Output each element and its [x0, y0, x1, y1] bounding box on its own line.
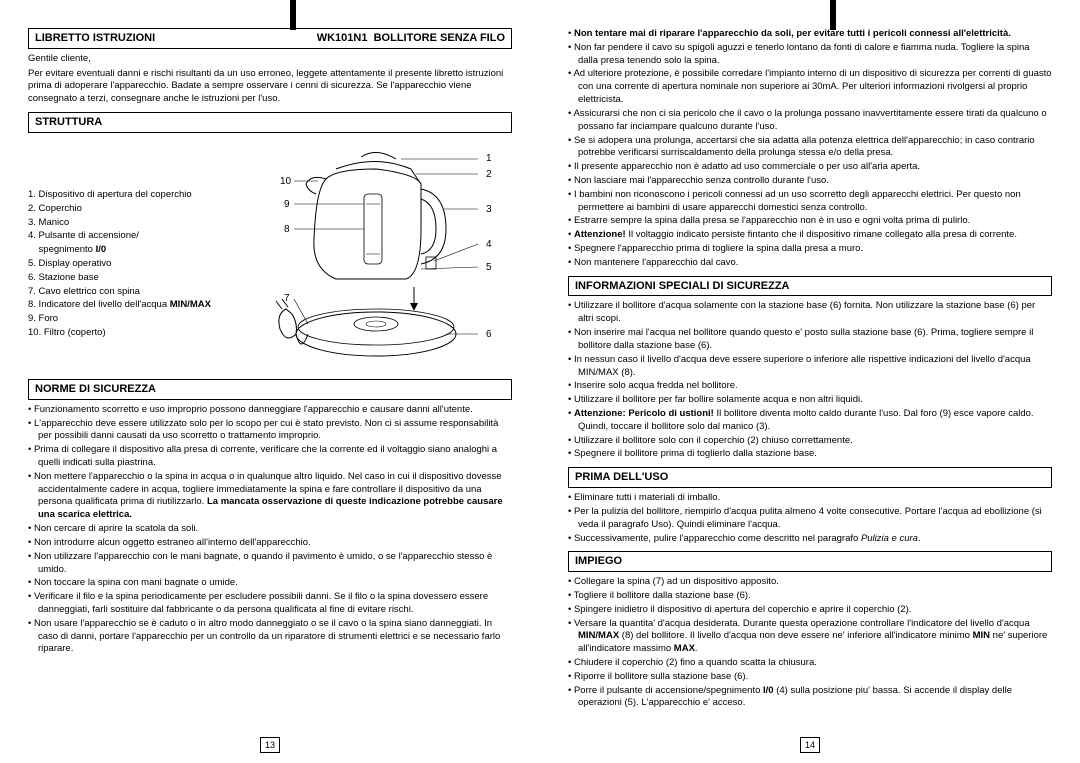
label-4: 4 — [486, 239, 492, 250]
part-9: 9. Foro — [28, 313, 238, 326]
norme2-item: Spegnere l'apparecchio prima di togliere… — [568, 243, 1052, 256]
norme-item: Non utilizzare l'apparecchio con le mani… — [28, 551, 512, 577]
section-struttura: STRUTTURA — [28, 112, 512, 133]
info-item: Utilizzare il bollitore per far bollire … — [568, 394, 1052, 407]
info-item: Non inserire mai l'acqua nel bollitore q… — [568, 327, 1052, 353]
section-impiego: IMPIEGO — [568, 551, 1052, 572]
prima-item: Eliminare tutti i materiali di imballo. — [568, 492, 1052, 505]
impiego-item: Riporre il bollitore sulla stazione base… — [568, 671, 1052, 684]
section-prima: PRIMA DELL'USO — [568, 467, 1052, 488]
kettle-svg: 1 2 3 4 5 6 7 8 9 10 — [246, 139, 506, 369]
info-speciali-list: Utilizzare il bollitore d'acqua solament… — [568, 300, 1052, 461]
info-item: In nessun caso il livello d'acqua deve e… — [568, 354, 1052, 380]
impiego-item: Togliere il bollitore dalla stazione bas… — [568, 590, 1052, 603]
header-bar: LIBRETTO ISTRUZIONI WK101N1 BOLLITORE SE… — [28, 28, 512, 49]
norme-item: Non cercare di aprire la scatola da soli… — [28, 523, 512, 536]
label-2: 2 — [486, 169, 492, 180]
intro-text: Per evitare eventuali danni e rischi ris… — [28, 68, 512, 106]
impiego-item: Spingere inidietro il dispositivo di ape… — [568, 604, 1052, 617]
part-10: 10. Filtro (coperto) — [28, 327, 238, 340]
norme2-item: Non far pendere il cavo su spigoli aguzz… — [568, 42, 1052, 68]
norme-list: Funzionamento scorretto e uso improprio … — [28, 404, 512, 656]
parts-list: 1. Dispositivo di apertura del coperchio… — [28, 139, 238, 341]
label-7: 7 — [284, 293, 290, 304]
norme2-item: Ad ulteriore protezione, è possibile cor… — [568, 68, 1052, 106]
norme-item: Verificare il filo e la spina periodicam… — [28, 591, 512, 617]
norme2-item: Non mantenere l'apparecchio dal cavo. — [568, 257, 1052, 270]
part-2: 2. Coperchio — [28, 203, 238, 216]
impiego-item: Porre il pulsante di accensione/spegnime… — [568, 685, 1052, 711]
norme2-item: Non tentare mai di riparare l'apparecchi… — [568, 28, 1052, 41]
part-8: 8. Indicatore del livello dell'acqua MIN… — [28, 299, 238, 312]
norme-cont-list: Non tentare mai di riparare l'apparecchi… — [568, 28, 1052, 270]
label-1: 1 — [486, 153, 492, 164]
impiego-item: Chiudere il coperchio (2) fino a quando … — [568, 657, 1052, 670]
header-right: WK101N1 BOLLITORE SENZA FILO — [317, 31, 505, 46]
norme-item: Prima di collegare il dispositivo alla p… — [28, 444, 512, 470]
page-number-right: 14 — [800, 737, 820, 753]
header-left: LIBRETTO ISTRUZIONI — [35, 31, 155, 46]
norme2-item: Il presente apparecchio non è adatto ad … — [568, 161, 1052, 174]
section-norme: NORME DI SICUREZZA — [28, 379, 512, 400]
part-4b: spegnimento I/0 — [28, 244, 238, 257]
norme2-item: Assicurarsi che non ci sia pericolo che … — [568, 108, 1052, 134]
section-info-speciali: INFORMAZIONI SPECIALI DI SICUREZZA — [568, 276, 1052, 297]
page-left: LIBRETTO ISTRUZIONI WK101N1 BOLLITORE SE… — [0, 0, 540, 763]
norme-item: Non usare l'apparecchio se è caduto o in… — [28, 618, 512, 656]
page-number-left: 13 — [260, 737, 280, 753]
info-item: Utilizzare il bollitore solo con il cope… — [568, 435, 1052, 448]
norme2-item: Estrarre sempre la spina dalla presa se … — [568, 215, 1052, 228]
part-6: 6. Stazione base — [28, 272, 238, 285]
info-item: Spegnere il bollitore prima di toglierlo… — [568, 448, 1052, 461]
part-7: 7. Cavo elettrico con spina — [28, 286, 238, 299]
prima-item: Per la pulizia del bollitore, riempirlo … — [568, 506, 1052, 532]
impiego-item: Collegare la spina (7) ad un dispositivo… — [568, 576, 1052, 589]
info-item: Attenzione: Pericolo di ustioni! Il boll… — [568, 408, 1052, 434]
struttura-content: 1. Dispositivo di apertura del coperchio… — [28, 139, 512, 369]
label-8: 8 — [284, 224, 290, 235]
norme-item: Funzionamento scorretto e uso improprio … — [28, 404, 512, 417]
label-3: 3 — [486, 204, 492, 215]
prima-list: Eliminare tutti i materiali di imballo. … — [568, 492, 1052, 545]
part-4a: 4. Pulsante di accensione/ — [28, 230, 238, 243]
norme2-item: Se si adopera una prolunga, accertarsi c… — [568, 135, 1052, 161]
norme2-item: I bambini non riconoscono i pericoli con… — [568, 189, 1052, 215]
norme-item: Non mettere l'apparecchio o la spina in … — [28, 471, 512, 522]
part-5: 5. Display operativo — [28, 258, 238, 271]
page-right: Non tentare mai di riparare l'apparecchi… — [540, 0, 1080, 763]
part-1: 1. Dispositivo di apertura del coperchio — [28, 189, 238, 202]
norme2-item: Attenzione! Il voltaggio indicato persis… — [568, 229, 1052, 242]
impiego-item: Versare la quantita' d'acqua desiderata.… — [568, 618, 1052, 656]
info-item: Inserire solo acqua fredda nel bollitore… — [568, 380, 1052, 393]
greeting: Gentile cliente, — [28, 53, 512, 66]
prima-item: Successivamente, pulire l'apparecchio co… — [568, 533, 1052, 546]
label-5: 5 — [486, 262, 492, 273]
info-item: Utilizzare il bollitore d'acqua solament… — [568, 300, 1052, 326]
part-3: 3. Manico — [28, 217, 238, 230]
impiego-list: Collegare la spina (7) ad un dispositivo… — [568, 576, 1052, 710]
norme-item: Non introdurre alcun oggetto estraneo al… — [28, 537, 512, 550]
norme2-item: Non lasciare mai l'apparecchio senza con… — [568, 175, 1052, 188]
label-10: 10 — [280, 176, 292, 187]
norme-item: Non toccare la spina con mani bagnate o … — [28, 577, 512, 590]
label-9: 9 — [284, 199, 290, 210]
kettle-diagram: 1 2 3 4 5 6 7 8 9 10 — [246, 139, 506, 369]
norme-item: L'apparecchio deve essere utilizzato sol… — [28, 418, 512, 444]
label-6: 6 — [486, 329, 492, 340]
